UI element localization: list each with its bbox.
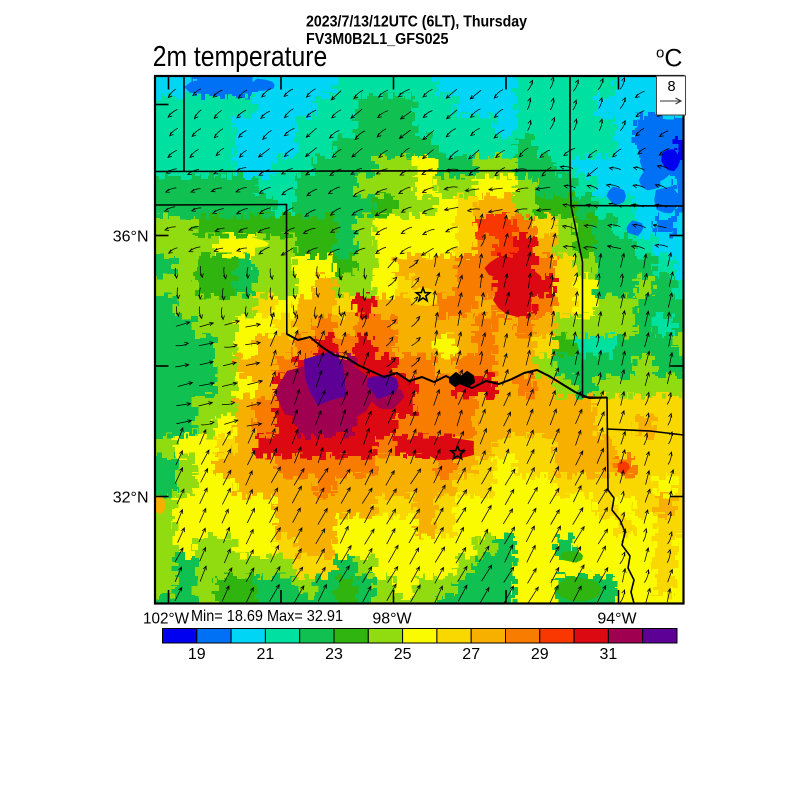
svg-text:36°N: 36°N [113,229,149,246]
svg-text:2023/7/13/12UTC (6LT), Thursda: 2023/7/13/12UTC (6LT), Thursday [306,14,527,31]
svg-text:Min= 18.69 Max= 32.91: Min= 18.69 Max= 32.91 [191,608,343,625]
svg-text:94°W: 94°W [597,611,637,628]
svg-text:19: 19 [188,646,206,663]
svg-text:23: 23 [325,646,343,663]
svg-text:102°W: 102°W [143,611,190,628]
svg-text:oC: oC [656,45,682,73]
svg-text:21: 21 [257,646,275,663]
svg-text:8: 8 [667,79,675,95]
svg-text:98°W: 98°W [372,611,412,628]
svg-text:31: 31 [600,646,618,663]
svg-text:29: 29 [531,646,549,663]
svg-text:27: 27 [462,646,480,663]
svg-text:2m temperature: 2m temperature [153,41,328,73]
svg-text:32°N: 32°N [113,490,149,507]
svg-text:25: 25 [394,646,412,663]
svg-text:FV3M0B2L1_GFS025: FV3M0B2L1_GFS025 [306,31,449,48]
